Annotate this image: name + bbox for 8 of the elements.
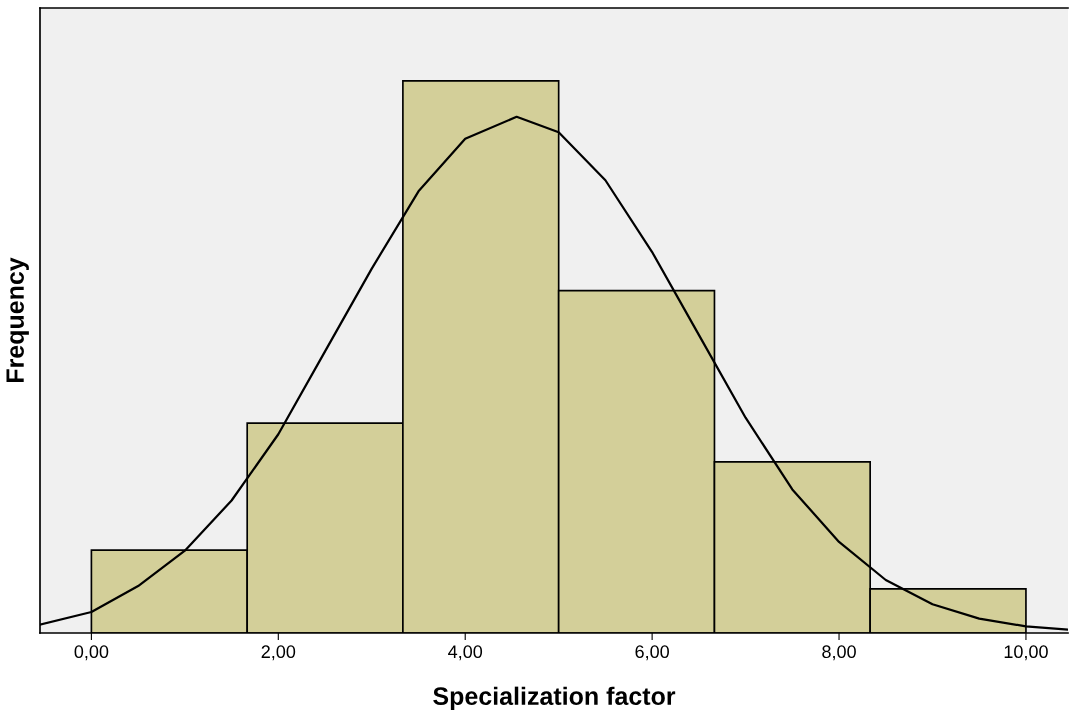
- x-tick-label: 4,00: [448, 645, 483, 661]
- x-tick-label: 10,00: [1004, 645, 1048, 661]
- x-tick-label: 0,00: [74, 645, 109, 661]
- x-tick-label: 6,00: [635, 645, 669, 661]
- x-axis-title: Specialization factor: [433, 686, 676, 710]
- x-tick-label: 8,00: [822, 645, 856, 661]
- x-tick-label: 2,00: [261, 645, 296, 661]
- y-axis-title: Frequency: [6, 257, 29, 383]
